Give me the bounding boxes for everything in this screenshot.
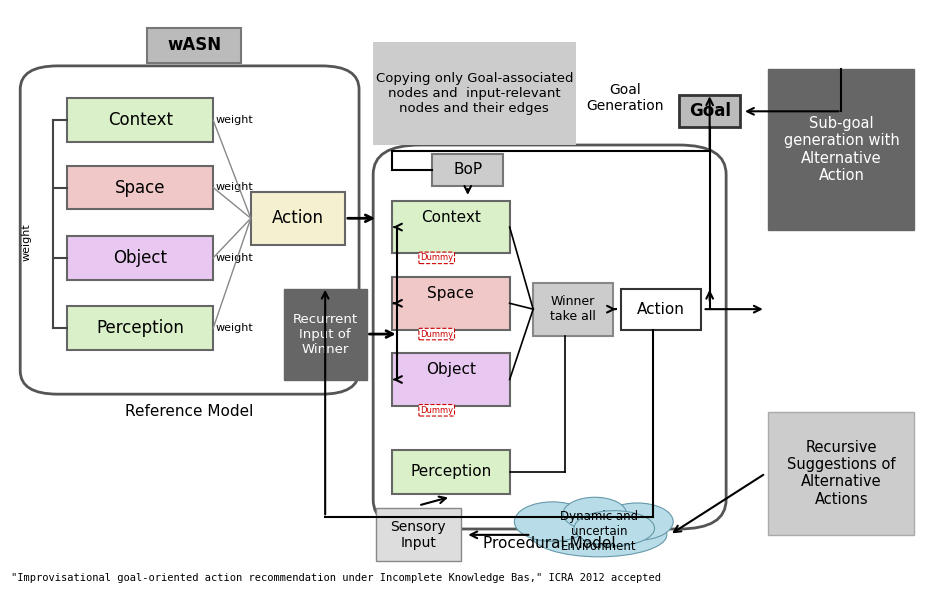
Text: Action: Action [637, 302, 684, 317]
Text: Procedural Model: Procedural Model [483, 536, 616, 551]
Text: Object: Object [113, 249, 167, 267]
FancyBboxPatch shape [392, 201, 510, 253]
Text: Recurrent
Input of
Winner: Recurrent Input of Winner [293, 313, 358, 356]
FancyBboxPatch shape [376, 508, 461, 561]
FancyBboxPatch shape [67, 98, 213, 142]
Text: Reference Model: Reference Model [126, 404, 254, 419]
Text: Goal
Generation: Goal Generation [586, 83, 665, 113]
Text: Object: Object [426, 362, 476, 377]
Text: Dummy: Dummy [420, 253, 453, 262]
Text: weight: weight [216, 253, 254, 263]
Text: Recursive
Suggestions of
Alternative
Actions: Recursive Suggestions of Alternative Act… [787, 440, 896, 507]
Text: Perception: Perception [411, 464, 492, 479]
FancyBboxPatch shape [373, 145, 726, 529]
FancyBboxPatch shape [679, 95, 740, 127]
FancyBboxPatch shape [392, 353, 510, 406]
Text: Sub-goal
generation with
Alternative
Action: Sub-goal generation with Alternative Act… [784, 116, 900, 183]
FancyBboxPatch shape [768, 69, 915, 230]
Text: Space: Space [428, 286, 474, 301]
Text: Perception: Perception [96, 319, 184, 337]
FancyBboxPatch shape [20, 66, 359, 394]
Ellipse shape [531, 513, 666, 557]
FancyBboxPatch shape [533, 283, 614, 336]
Text: weight: weight [216, 115, 254, 125]
FancyBboxPatch shape [67, 166, 213, 210]
Text: Dummy: Dummy [420, 330, 453, 339]
FancyBboxPatch shape [67, 306, 213, 350]
FancyBboxPatch shape [392, 450, 510, 494]
Text: Dummy: Dummy [420, 406, 453, 415]
Ellipse shape [563, 497, 627, 530]
FancyBboxPatch shape [67, 236, 213, 280]
Text: weight: weight [216, 182, 254, 192]
Text: Context: Context [108, 111, 173, 129]
Text: Copying only Goal-associated
nodes and  input-relevant
nodes and their edges: Copying only Goal-associated nodes and i… [376, 72, 573, 115]
Text: Winner
take all: Winner take all [550, 295, 596, 323]
FancyBboxPatch shape [373, 42, 576, 145]
FancyBboxPatch shape [768, 412, 915, 535]
Ellipse shape [574, 511, 654, 546]
Text: "Improvisational goal-oriented action recommendation under Incomplete Knowledge : "Improvisational goal-oriented action re… [10, 573, 661, 583]
Text: Sensory
Input: Sensory Input [391, 519, 447, 550]
Ellipse shape [514, 502, 591, 541]
FancyBboxPatch shape [284, 289, 366, 379]
Text: Context: Context [421, 210, 480, 224]
Text: wASN: wASN [167, 37, 222, 54]
Text: weight: weight [216, 323, 254, 333]
FancyBboxPatch shape [432, 154, 503, 186]
Text: Action: Action [272, 209, 324, 227]
FancyBboxPatch shape [621, 289, 700, 330]
Ellipse shape [601, 503, 673, 540]
Text: BoP: BoP [453, 163, 482, 177]
Text: weight: weight [22, 223, 32, 260]
Text: Goal: Goal [689, 102, 731, 120]
FancyBboxPatch shape [392, 277, 510, 330]
Text: Dynamic and
uncertain
Environment: Dynamic and uncertain Environment [560, 511, 638, 554]
Text: Space: Space [115, 178, 165, 197]
FancyBboxPatch shape [251, 192, 345, 244]
FancyBboxPatch shape [147, 28, 242, 63]
